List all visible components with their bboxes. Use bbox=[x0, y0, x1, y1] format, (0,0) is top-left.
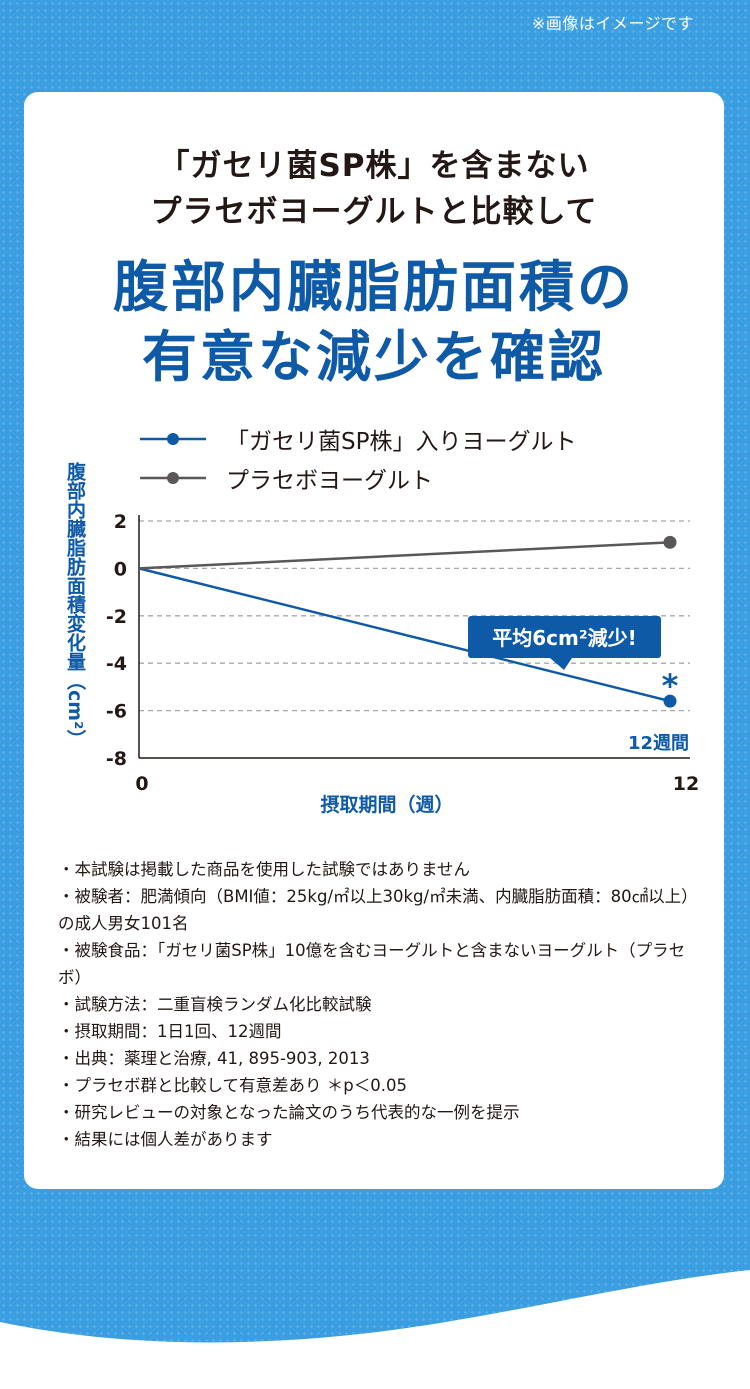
x-axis-label: 摂取期間（週） bbox=[320, 793, 453, 816]
note-item: ・被験食品：「ガセリ菌SP株」10億を含むヨーグルトと含まないヨーグルト（プラセ… bbox=[58, 941, 686, 987]
legend-swatch-sp bbox=[140, 433, 206, 445]
note-item: ・結果には個人差があります bbox=[58, 1130, 273, 1149]
series-line-sp bbox=[138, 567, 671, 703]
study-notes: ・本試験は掲載した商品を使用した試験ではありません ・被験者：肥満傾向（BMI値… bbox=[58, 856, 708, 1153]
legend-swatch-placebo bbox=[140, 472, 206, 484]
week-label: 12週間 bbox=[628, 733, 689, 754]
note-item: ・研究レビューの対象となった論文のうち代表的な一例を提示 bbox=[58, 1103, 520, 1122]
note-item: ・本試験は掲載した商品を使用した試験ではありません bbox=[58, 860, 471, 879]
series-line-placebo bbox=[138, 541, 671, 570]
significance-mark: * bbox=[662, 667, 679, 705]
data-point-sp bbox=[663, 694, 677, 708]
subtitle-line-1: 「ガセリ菌SP株」を含まない bbox=[158, 148, 590, 184]
note-item: ・プラセボ群と比較して有意差あり ＊p＜0.05 bbox=[58, 1076, 407, 1095]
callout-box bbox=[468, 616, 661, 658]
note-item: ・試験方法：二重盲検ランダム化比較試験 bbox=[58, 995, 372, 1014]
subtitle-line-2: プラセボヨーグルトと比較して bbox=[150, 194, 598, 230]
x-tick-label: 12 bbox=[673, 773, 699, 795]
note-item: ・被験者：肥満傾向（BMI値：25kg/㎡以上30kg/㎡未満、内臓脂肪面積：8… bbox=[58, 887, 698, 933]
y-tick-label: -4 bbox=[106, 653, 127, 675]
callout-text: 平均6cm²減少! bbox=[492, 626, 637, 650]
note-item: ・摂取期間：1日1回、12週間 bbox=[58, 1022, 282, 1041]
legend-entry-placebo: プラセボヨーグルト bbox=[140, 463, 433, 494]
x-tick-label: 0 bbox=[135, 773, 148, 795]
note-item: ・出典：薬理と治療, 41, 895-903, 2013 bbox=[58, 1049, 370, 1068]
y-tick-label: -2 bbox=[106, 606, 127, 628]
y-tick-label: -8 bbox=[106, 748, 127, 770]
y-axis-label: 腹部内臓脂肪面積変化量（cm²） bbox=[64, 462, 86, 749]
line-chart: 2 0 -2 -4 -6 -8 0 12 摂取期間（週） 平均6cm²減少! * 12週間 bbox=[106, 511, 699, 816]
y-tick-label: -6 bbox=[106, 701, 127, 723]
bottom-wave bbox=[0, 1270, 750, 1389]
legend-label-placebo: プラセボヨーグルト bbox=[226, 468, 433, 494]
data-point-placebo bbox=[663, 535, 677, 549]
legend-entry-sp: 「ガセリ菌SP株」入りヨーグルト bbox=[140, 424, 577, 455]
y-tick-label: 0 bbox=[114, 558, 127, 580]
image-disclaimer: ※画像はイメージです bbox=[531, 14, 694, 33]
callout-pointer bbox=[550, 658, 572, 670]
headline-line-2: 有意な減少を確認 bbox=[141, 325, 606, 389]
headline-line-1: 腹部内臓脂肪面積の bbox=[112, 255, 635, 319]
legend-label-sp: 「ガセリ菌SP株」入りヨーグルト bbox=[226, 429, 577, 455]
y-tick-label: 2 bbox=[114, 511, 127, 533]
